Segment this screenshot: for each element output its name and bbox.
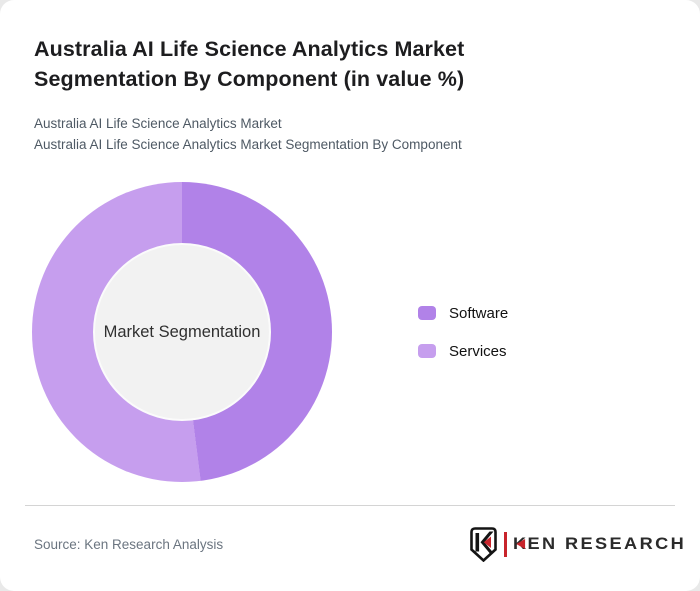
legend-swatch-software	[418, 306, 436, 320]
source-text: Source: Ken Research Analysis	[34, 536, 224, 552]
page-title-line2: Segmentation By Component (in value %)	[34, 67, 465, 91]
donut-center-label: Market Segmentation	[103, 322, 261, 341]
legend-item-services: Services	[418, 342, 508, 360]
legend-swatch-services	[418, 344, 436, 358]
legend-label-services: Services	[449, 342, 507, 360]
ken-research-logo: K EN RESEARCH	[470, 526, 683, 562]
donut-center: Market Segmentation	[93, 243, 271, 421]
logo-shield-icon	[470, 526, 497, 562]
chart-legend: Software Services	[418, 304, 509, 360]
footer-divider	[25, 505, 675, 506]
chart-subtitle-line1: Australia AI Life Science Analytics Mark…	[34, 116, 282, 131]
chart-subtitle-line2: Australia AI Life Science Analytics Mark…	[34, 137, 462, 152]
legend-item-software: Software	[418, 304, 509, 322]
page-title: Australia AI Life Science Analytics Mark…	[34, 34, 464, 94]
logo-wordmark-rest: EN RESEARCH	[527, 534, 686, 553]
footer: Source: Ken Research Analysis K EN RESEA…	[34, 524, 683, 564]
logo-divider-bar	[504, 531, 507, 557]
legend-label-software: Software	[449, 304, 509, 322]
logo-red-triangle-icon	[516, 539, 525, 549]
logo-wordmark: K EN RESEARCH	[513, 535, 686, 554]
chart-subtitle: Australia AI Life Science Analytics Mark…	[34, 113, 462, 155]
page-title-line1: Australia AI Life Science Analytics Mark…	[34, 37, 465, 61]
donut-chart: Market Segmentation	[32, 182, 332, 482]
